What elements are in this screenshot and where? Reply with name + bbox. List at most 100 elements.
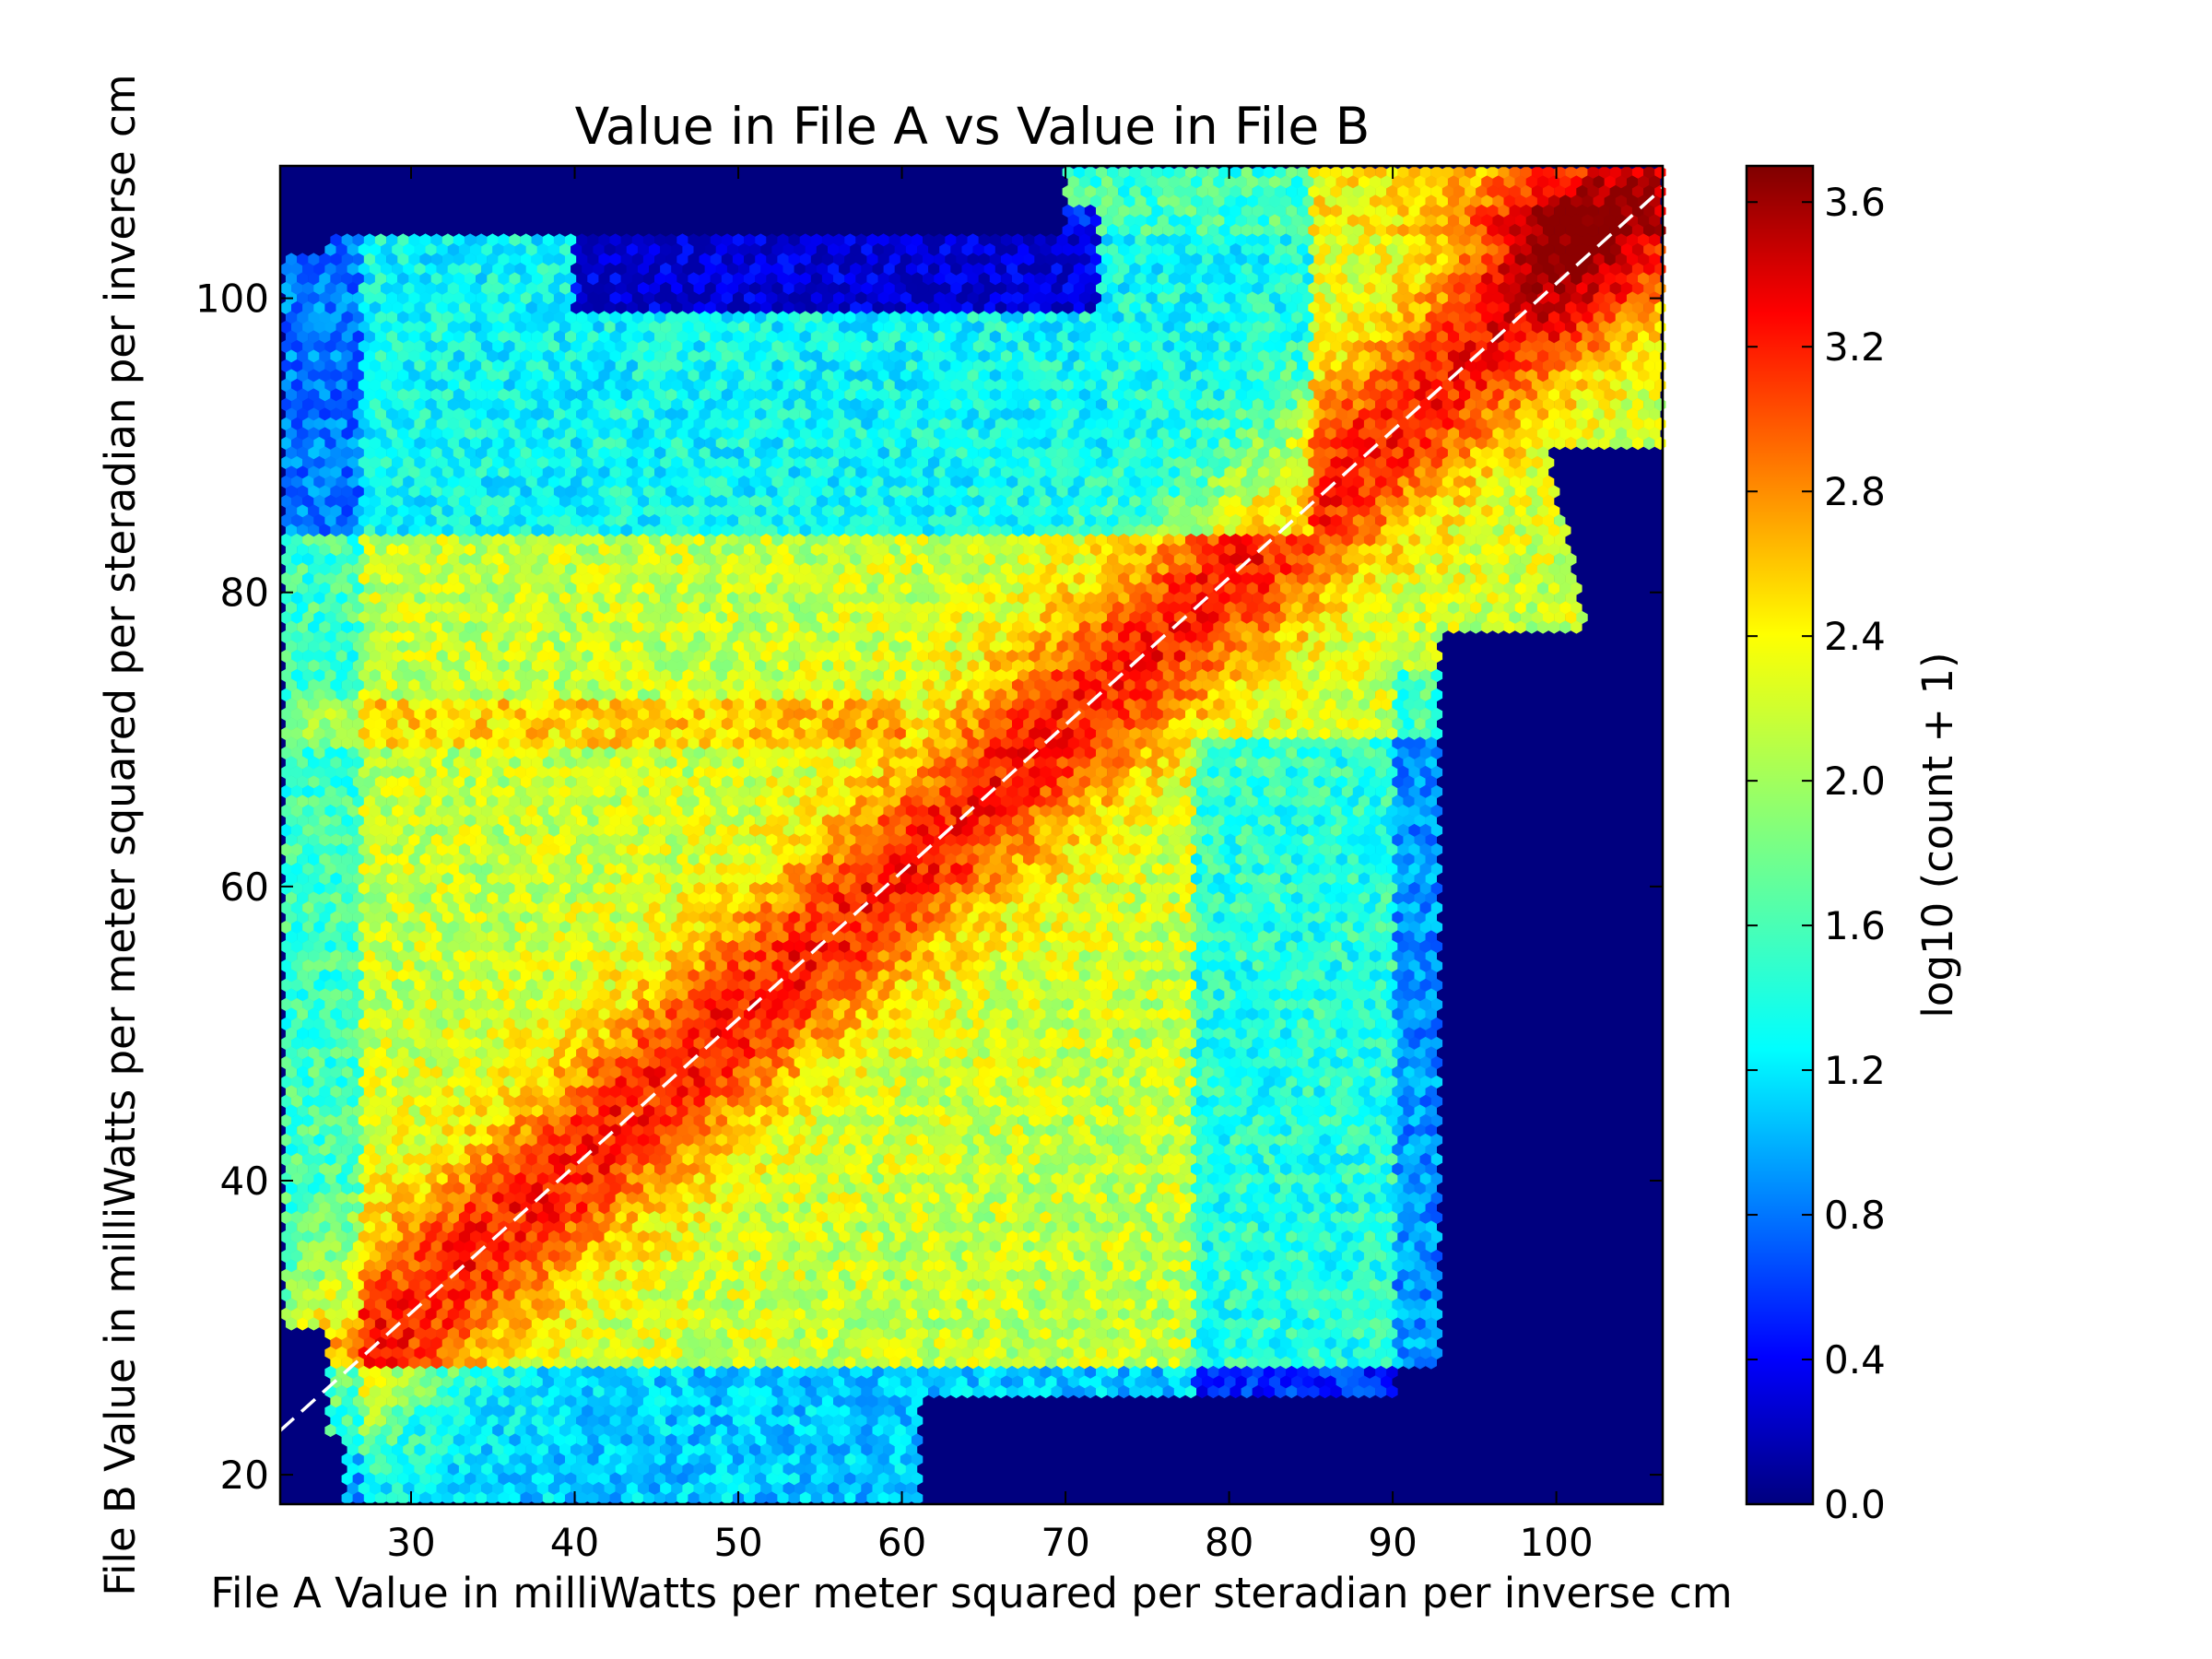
hexbin-cell xyxy=(788,253,800,266)
hexbin-cell xyxy=(671,320,683,335)
hexbin-cell xyxy=(905,242,918,257)
hexbin-cell xyxy=(1620,165,1633,180)
hexbin-cell xyxy=(487,291,499,305)
hexbin-cell xyxy=(905,281,918,296)
hexbin-cell xyxy=(1235,291,1247,305)
hexbin-cell xyxy=(1425,194,1437,208)
hexbin-cell xyxy=(1246,291,1258,305)
hexbin-cell xyxy=(794,320,806,335)
hexbin-cell xyxy=(441,253,453,266)
hexbin-cell xyxy=(514,300,526,315)
hexbin-cell xyxy=(1324,253,1336,266)
hexbin-cell xyxy=(1101,194,1113,208)
hexbin-cell xyxy=(994,300,1007,315)
hexbin-cell xyxy=(682,281,694,296)
hexbin-cell xyxy=(1213,272,1225,286)
hexbin-cell xyxy=(620,233,632,247)
hexbin-cell xyxy=(1341,204,1354,218)
hexbin-cell xyxy=(760,281,772,296)
hexbin-cell xyxy=(291,281,303,296)
hexbin-cell xyxy=(1565,242,1577,257)
hexbin-cell xyxy=(1492,311,1504,324)
hexbin-cell xyxy=(721,233,734,247)
hexbin-cell xyxy=(810,233,823,247)
hexbin-cell xyxy=(1324,175,1336,189)
hexbin-cell xyxy=(1029,300,1041,315)
hexbin-cell xyxy=(1151,281,1163,296)
hexbin-cell xyxy=(649,262,661,276)
hexbin-cell xyxy=(1162,223,1175,238)
hexbin-cell xyxy=(1218,300,1230,315)
hexbin-cell xyxy=(1414,272,1426,286)
hexbin-cell xyxy=(425,262,437,276)
hexbin-cell xyxy=(1146,311,1158,324)
hexbin-cell xyxy=(1498,223,1510,238)
hexbin-cell xyxy=(1129,165,1141,180)
hexbin-cell xyxy=(861,320,873,335)
hexbin-cell xyxy=(1525,194,1538,208)
hexbin-cell xyxy=(777,233,789,247)
hexbin-cell xyxy=(1274,184,1287,199)
hexbin-cell xyxy=(386,311,398,324)
hexbin-cell xyxy=(1559,291,1571,305)
hexbin-cell xyxy=(642,253,655,266)
hexbin-cell xyxy=(1224,175,1236,189)
hexbin-cell xyxy=(587,291,599,305)
hexbin-cell xyxy=(1576,262,1588,276)
hexbin-cell xyxy=(726,262,739,276)
hexbin-cell xyxy=(1202,291,1214,305)
hexbin-cell xyxy=(1280,214,1292,228)
hexbin-cell xyxy=(1470,175,1482,189)
hexbin-cell xyxy=(1397,281,1409,296)
hexbin-cell xyxy=(492,262,504,276)
hexbin-cell xyxy=(1397,223,1409,238)
hexbin-cell xyxy=(1202,175,1214,189)
hexbin-cell xyxy=(1514,291,1526,305)
hexbin-cell xyxy=(1230,184,1241,199)
hexbin-cell xyxy=(1459,175,1471,189)
hexbin-cell xyxy=(1124,194,1135,208)
hexbin-cell xyxy=(1363,300,1376,315)
hexbin-cell xyxy=(923,311,935,324)
hexbin-cell xyxy=(458,300,471,315)
hexbin-cell xyxy=(536,300,549,315)
hexbin-cell xyxy=(1638,272,1650,286)
hexbin-cell xyxy=(1587,262,1599,276)
hexbin-cell xyxy=(1582,233,1594,247)
hexbin-cell xyxy=(559,320,571,335)
hexbin-cell xyxy=(1408,262,1420,276)
hexbin-cell xyxy=(682,320,694,335)
hexbin-cell xyxy=(1078,214,1091,228)
hexbin-cell xyxy=(1162,281,1175,296)
hexbin-cell xyxy=(1430,281,1443,296)
hexbin-cell xyxy=(609,233,621,247)
hexbin-cell xyxy=(481,281,493,296)
hexbin-cell xyxy=(994,281,1007,296)
hexbin-cell xyxy=(844,311,856,324)
hexbin-cell xyxy=(1179,272,1192,286)
hexbin-cell xyxy=(923,272,935,286)
hexbin-cell xyxy=(972,281,984,296)
hexbin-cell xyxy=(1498,262,1510,276)
hexbin-cell xyxy=(386,253,398,266)
hexbin-cell xyxy=(1386,242,1398,257)
hexbin-cell xyxy=(1280,233,1292,247)
hexbin-cell xyxy=(1107,204,1119,218)
hexbin-cell xyxy=(430,311,442,324)
hexbin-cell xyxy=(403,300,415,315)
hexbin-cell xyxy=(1609,300,1621,315)
hexbin-cell xyxy=(1381,233,1393,247)
hexbin-cell xyxy=(900,253,912,266)
hexbin-cell xyxy=(665,253,677,266)
hexbin-cell xyxy=(1146,272,1158,286)
hexbin-cell xyxy=(1067,175,1079,189)
hexbin-cell xyxy=(1363,204,1376,218)
hexbin-cell xyxy=(928,281,940,296)
hexbin-cell xyxy=(1330,165,1342,180)
hexbin-cell xyxy=(458,281,471,296)
hexbin-cell xyxy=(1487,184,1499,199)
hexbin-cell xyxy=(1643,184,1655,199)
hexbin-cell xyxy=(576,311,588,324)
hexbin-cell xyxy=(839,242,851,257)
hexbin-cell xyxy=(1408,242,1420,257)
